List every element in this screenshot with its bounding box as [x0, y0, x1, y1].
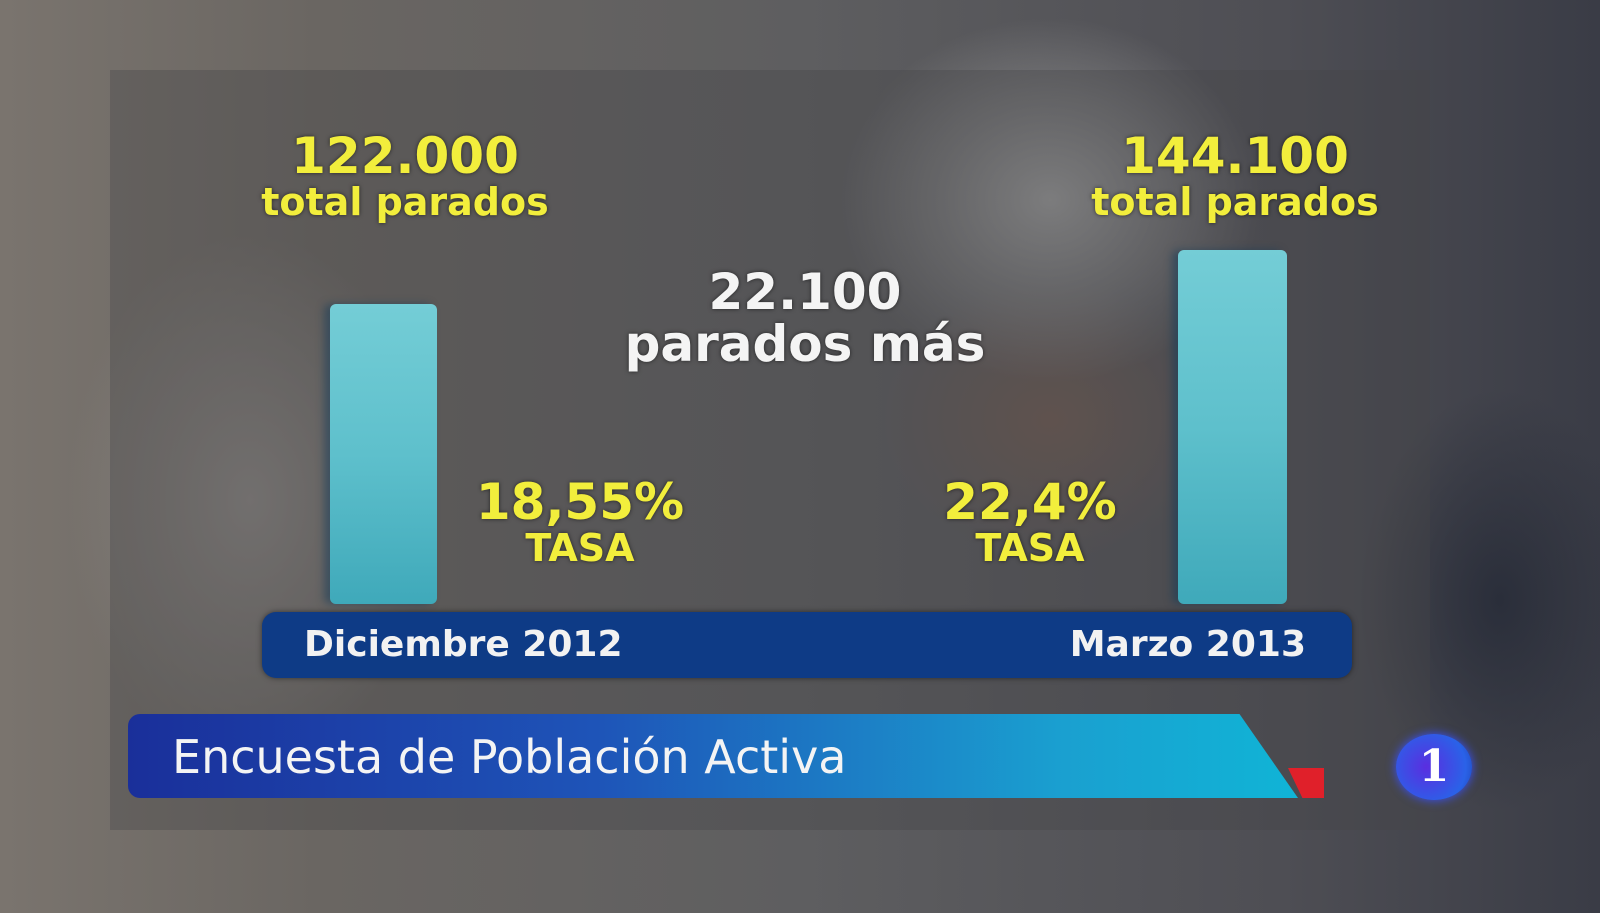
rate-caption: TASA	[525, 526, 635, 570]
category-axis: Diciembre 2012 Marzo 2013	[262, 612, 1352, 678]
bar-label-right: 144.100 total parados	[1060, 130, 1410, 222]
difference-label: 22.100 parados más	[560, 266, 1050, 370]
bar-marzo-2013	[1178, 250, 1287, 604]
headline-banner: Encuesta de Población Activa	[128, 714, 1298, 798]
rate-label-right: 22,4% TASA	[900, 476, 1160, 568]
rate-label-left: 18,55% TASA	[450, 476, 710, 568]
category-label: Diciembre 2012	[304, 624, 623, 665]
channel-logo: 1	[1396, 734, 1472, 800]
category-label: Marzo 2013	[1069, 624, 1306, 665]
value-caption: total parados	[1091, 180, 1379, 224]
rate-caption: TASA	[975, 526, 1085, 570]
bar-label-left: 122.000 total parados	[230, 130, 580, 222]
rate-value: 22,4%	[943, 473, 1117, 531]
value-caption: total parados	[261, 180, 549, 224]
value-label: 144.100	[1121, 127, 1349, 185]
difference-value: 22.100	[708, 263, 902, 321]
difference-caption: parados más	[624, 315, 986, 373]
value-label: 122.000	[291, 127, 519, 185]
headline-title: Encuesta de Población Activa	[172, 730, 847, 784]
bar-diciembre-2012	[330, 304, 437, 604]
rate-value: 18,55%	[475, 473, 685, 531]
